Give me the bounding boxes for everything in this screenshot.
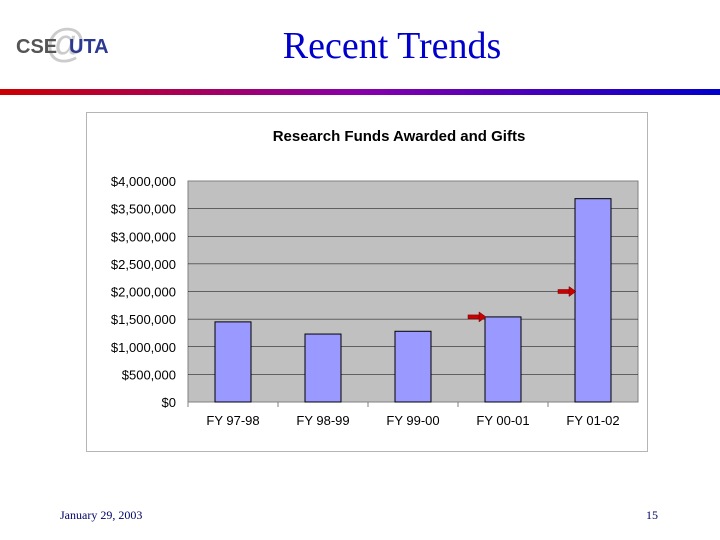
title-divider: [0, 89, 720, 95]
x-tick-label: FY 97-98: [206, 413, 259, 428]
bar-fy-00-01: [484, 316, 522, 403]
y-tick-labels: $0 $500,000 $1,000,000 $1,500,000 $2,000,000…: [111, 174, 176, 410]
bars-group: [214, 198, 612, 403]
y-tick-label: $1,500,000: [111, 312, 176, 327]
footer-date: January 29, 2003: [60, 508, 143, 522]
y-tick-label: $2,000,000: [111, 285, 176, 300]
y-tick-label: $4,000,000: [111, 174, 176, 189]
x-tick-label: FY 98-99: [296, 413, 349, 428]
bar-fy-01-02: [574, 198, 612, 403]
y-tick-label: $1,000,000: [111, 340, 176, 355]
y-tick-label: $0: [162, 395, 176, 410]
y-tick-label: $3,500,000: [111, 202, 176, 217]
bar-chart: Research Funds Awarded and Gifts $0 $500,…: [111, 128, 639, 428]
annotation-arrow: [467, 311, 487, 323]
logo-uta-text: UTA: [69, 36, 109, 58]
y-tick-label: $500,000: [122, 367, 176, 382]
x-tick-label: FY 01-02: [566, 413, 619, 428]
logo-cse-text: CSE: [16, 36, 57, 58]
x-tick-labels: FY 97-98 FY 98-99 FY 99-00 FY 00-01 FY 01-02: [187, 402, 620, 428]
bar-fy-97-98: [214, 321, 252, 403]
x-tick-label: FY 00-01: [476, 413, 529, 428]
chart-title: Research Funds Awarded and Gifts: [273, 128, 526, 145]
chart-frame: Research Funds Awarded and Gifts $0 $500,…: [86, 112, 648, 452]
annotation-arrows: [467, 286, 577, 323]
bar-fy-99-00: [394, 330, 432, 403]
slide-title: Recent Trends: [282, 25, 502, 67]
logo-at-mark: @: [46, 26, 85, 65]
bar-fy-98-99: [304, 333, 342, 403]
y-tick-label: $3,000,000: [111, 229, 176, 244]
cse-uta-logo: @ CSE UTA: [16, 26, 109, 65]
x-tick-label: FY 99-00: [386, 413, 439, 428]
annotation-arrow: [557, 286, 577, 297]
page-number: 15: [646, 508, 658, 522]
y-tick-label: $2,500,000: [111, 257, 176, 272]
